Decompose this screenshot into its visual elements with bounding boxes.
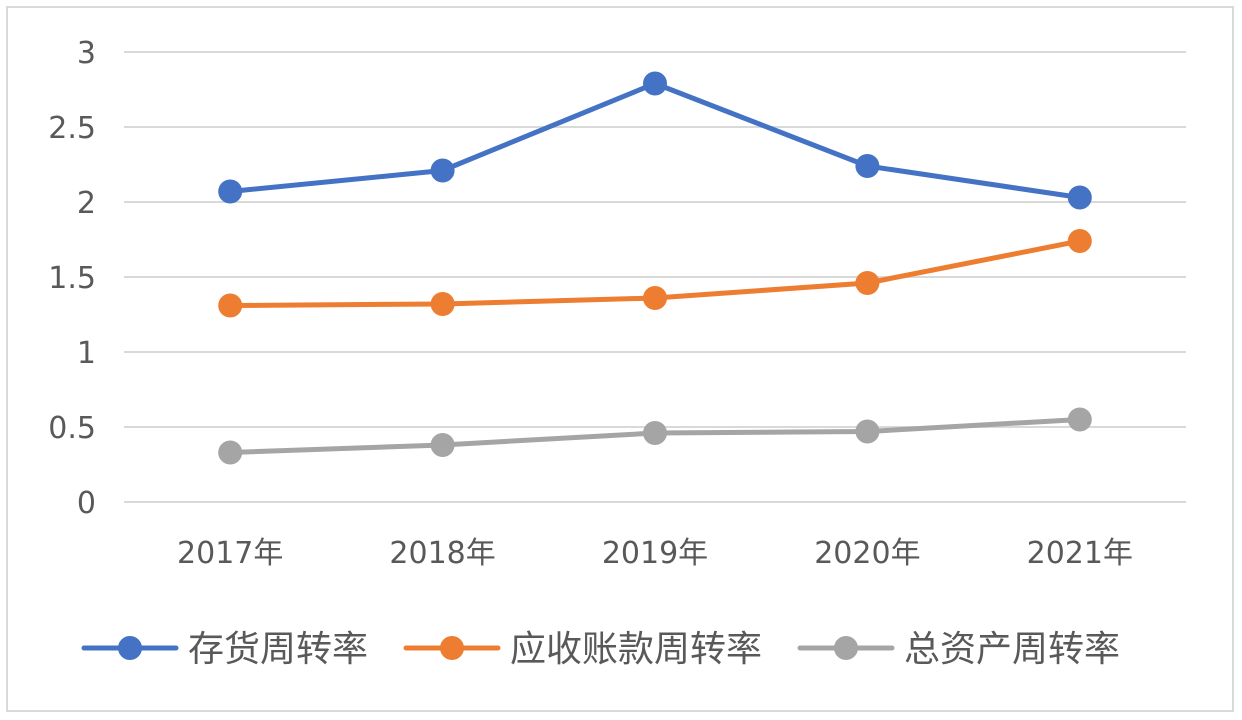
data-point [430, 158, 455, 183]
y-axis-tick-labels: 0 0.5 1 1.5 2 2.5 3 [48, 36, 96, 521]
data-point [855, 419, 880, 444]
x-tick-label: 2019年 [602, 536, 708, 571]
y-tick-label: 3 [77, 36, 96, 71]
data-point [643, 71, 667, 96]
legend-marker [834, 636, 858, 660]
data-point [1067, 229, 1092, 253]
data-point [1067, 407, 1092, 432]
legend-label: 应收账款周转率 [510, 629, 762, 670]
x-tick-label: 2021年 [1027, 536, 1133, 571]
chart-frame [6, 6, 1234, 712]
legend-item: 应收账款周转率 [403, 629, 762, 670]
x-axis-tick-labels: 2017年 2018年 2019年 2020年 2021年 [177, 536, 1133, 571]
legend-item: 存货周转率 [81, 629, 368, 670]
series-lines [218, 71, 1092, 465]
y-tick-label: 0.5 [48, 411, 96, 446]
data-point [643, 286, 667, 310]
data-point [430, 292, 455, 316]
legend-label: 总资产周转率 [904, 629, 1120, 670]
series-2 [218, 229, 1092, 318]
x-tick-label: 2020年 [814, 536, 920, 571]
data-point [643, 421, 667, 445]
y-tick-label: 2.5 [48, 111, 96, 146]
series-3 [218, 407, 1092, 465]
legend-item: 总资产周转率 [797, 629, 1120, 670]
legend: 存货周转率 应收账款周转率 总资产周转率 [81, 629, 1120, 670]
data-point [855, 271, 880, 295]
series-line [227, 81, 1083, 200]
gridlines [124, 51, 1186, 503]
data-point [218, 440, 243, 465]
y-tick-label: 1 [77, 336, 96, 371]
y-tick-label: 1.5 [48, 261, 96, 296]
data-point [430, 433, 455, 457]
x-tick-label: 2018年 [389, 536, 495, 571]
y-tick-label: 2 [77, 186, 96, 221]
data-point [1067, 185, 1092, 210]
legend-label: 存货周转率 [188, 629, 368, 670]
legend-marker [440, 636, 464, 660]
data-point [218, 179, 243, 204]
legend-marker [118, 636, 142, 660]
data-point [855, 154, 880, 178]
x-tick-label: 2017年 [177, 536, 283, 571]
data-point [218, 293, 243, 318]
y-tick-label: 0 [77, 486, 96, 521]
series-1 [218, 71, 1092, 210]
